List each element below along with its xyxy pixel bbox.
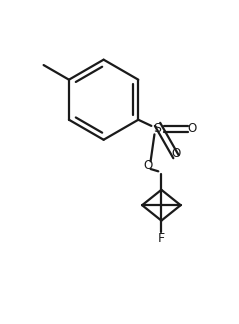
Text: O: O — [188, 122, 197, 135]
Text: O: O — [143, 159, 152, 172]
Text: O: O — [171, 147, 181, 160]
Text: F: F — [158, 232, 165, 245]
Text: S: S — [153, 122, 162, 135]
